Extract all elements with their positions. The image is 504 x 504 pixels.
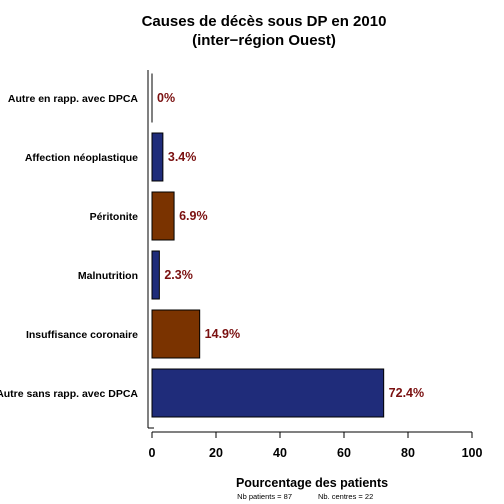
bar-affection-neoplastique xyxy=(151,132,164,182)
bars-layer xyxy=(151,73,385,418)
chart-title-line1: Causes de décès sous DP en 2010 xyxy=(142,13,387,30)
x-tick-label-80: 80 xyxy=(401,446,415,460)
footnote-centres: Nb. centres = 22 xyxy=(318,492,373,501)
category-label-insuffisance-coronaire: Insuffisance coronaire xyxy=(26,329,138,341)
chart-title-line2: (inter−région Ouest) xyxy=(192,32,336,49)
value-label-autre-en-rapp-avec-dpca: 0% xyxy=(157,91,175,105)
value-labels: 0% 3.4% 6.9% 2.3% 14.9% 72.4% xyxy=(157,91,424,400)
bar-malnutrition xyxy=(151,250,160,300)
x-tick-label-60: 60 xyxy=(337,446,351,460)
category-label-autre-sans-rapp-avec-dpca: Autre sans rapp. avec DPCA xyxy=(0,388,138,400)
x-tick-label-100: 100 xyxy=(462,446,483,460)
bar-autre-sans-rapp-avec-dpca xyxy=(151,368,385,418)
footnote-patients: Nb patients = 87 xyxy=(237,492,292,501)
x-tick-label-0: 0 xyxy=(149,446,156,460)
value-label-insuffisance-coronaire: 14.9% xyxy=(205,327,240,341)
bar-peritonite xyxy=(151,191,175,241)
x-axis-label: Pourcentage des patients xyxy=(236,476,388,490)
bar-insuffisance-coronaire xyxy=(151,309,201,359)
category-labels: Autre en rapp. avec DPCA Affection néopla… xyxy=(0,93,138,400)
category-label-peritonite: Péritonite xyxy=(90,211,139,223)
category-label-autre-en-rapp-avec-dpca: Autre en rapp. avec DPCA xyxy=(8,93,139,105)
value-label-autre-sans-rapp-avec-dpca: 72.4% xyxy=(389,386,424,400)
category-label-affection-neoplastique: Affection néoplastique xyxy=(25,152,138,164)
value-label-peritonite: 6.9% xyxy=(179,209,208,223)
x-tick-label-20: 20 xyxy=(209,446,223,460)
x-axis-ticks: 0 20 40 60 80 100 xyxy=(149,432,483,460)
x-tick-label-40: 40 xyxy=(273,446,287,460)
value-label-malnutrition: 2.3% xyxy=(164,268,193,282)
category-label-malnutrition: Malnutrition xyxy=(78,270,138,282)
value-label-affection-neoplastique: 3.4% xyxy=(168,150,197,164)
